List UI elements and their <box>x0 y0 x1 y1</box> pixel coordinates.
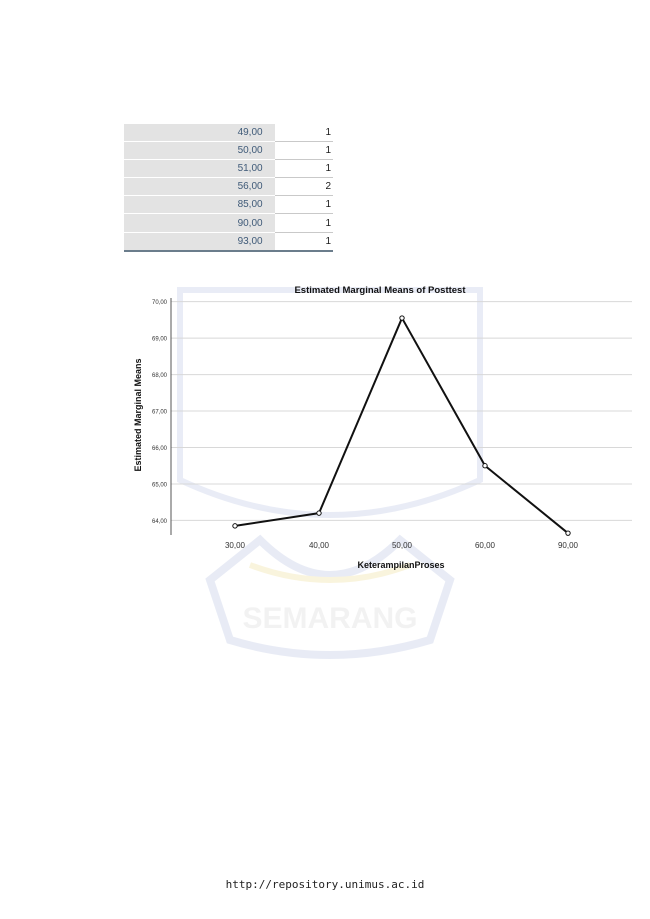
watermark-seal: SEMARANG <box>177 287 483 659</box>
table-row: 49,00 1 <box>124 124 333 143</box>
data-point <box>565 530 571 536</box>
value-cell: 56,00 <box>124 177 275 197</box>
frequency-cell: 1 <box>274 232 333 252</box>
y-tick-label: 69,00 <box>152 337 168 343</box>
value-cell: 51,00 <box>124 159 275 179</box>
table-row: 93,00 1 <box>124 232 333 252</box>
frequency-cell: 1 <box>274 195 333 215</box>
frequency-cell: 1 <box>274 141 333 161</box>
table-row: 50,00 1 <box>124 141 333 161</box>
data-point <box>316 510 322 516</box>
estimated-marginal-means-chart: Estimated Marginal Means of Posttest Est… <box>133 285 632 570</box>
series-line <box>234 317 569 534</box>
y-tick-label: 67,00 <box>152 410 168 416</box>
x-tick-label: 60,00 <box>475 541 496 550</box>
frequency-cell: 1 <box>274 159 333 179</box>
value-cell: 93,00 <box>124 232 275 252</box>
x-axis-label: KeterampilanProses <box>357 560 444 570</box>
value-cell: 49,00 <box>124 124 275 143</box>
data-point <box>482 463 488 469</box>
frequency-table: 49,00 1 50,00 1 51,00 1 56,00 2 85,00 1 90,00 1 93,0… <box>124 124 333 252</box>
data-point <box>232 523 238 529</box>
repository-url: http://repository.unimus.ac.id <box>225 878 425 891</box>
table-row: 90,00 1 <box>124 213 333 233</box>
x-tick-label: 50,00 <box>392 541 413 550</box>
y-tick-label: 65,00 <box>152 482 168 488</box>
y-tick-label: 70,00 <box>152 300 168 306</box>
frequency-cell: 2 <box>274 177 333 197</box>
value-cell: 90,00 <box>124 213 275 233</box>
frequency-cell: 1 <box>274 213 333 233</box>
frequency-cell: 1 <box>274 124 333 143</box>
table-row: 85,00 1 <box>124 195 333 215</box>
y-tick-label: 66,00 <box>152 446 168 452</box>
x-tick-label: 90,00 <box>558 541 579 550</box>
x-tick-label: 30,00 <box>225 541 246 550</box>
y-tick-label: 68,00 <box>152 373 168 379</box>
chart-title: Estimated Marginal Means of Posttest <box>294 285 466 296</box>
value-cell: 50,00 <box>124 141 275 161</box>
data-point <box>399 315 405 321</box>
watermark-text: SEMARANG <box>242 602 417 635</box>
table-row: 56,00 2 <box>124 177 333 197</box>
y-axis-label: Estimated Marginal Means <box>133 358 143 471</box>
y-tick-label: 64,00 <box>152 519 168 525</box>
table-row: 51,00 1 <box>124 159 333 179</box>
value-cell: 85,00 <box>124 195 275 215</box>
x-tick-label: 40,00 <box>309 541 330 550</box>
